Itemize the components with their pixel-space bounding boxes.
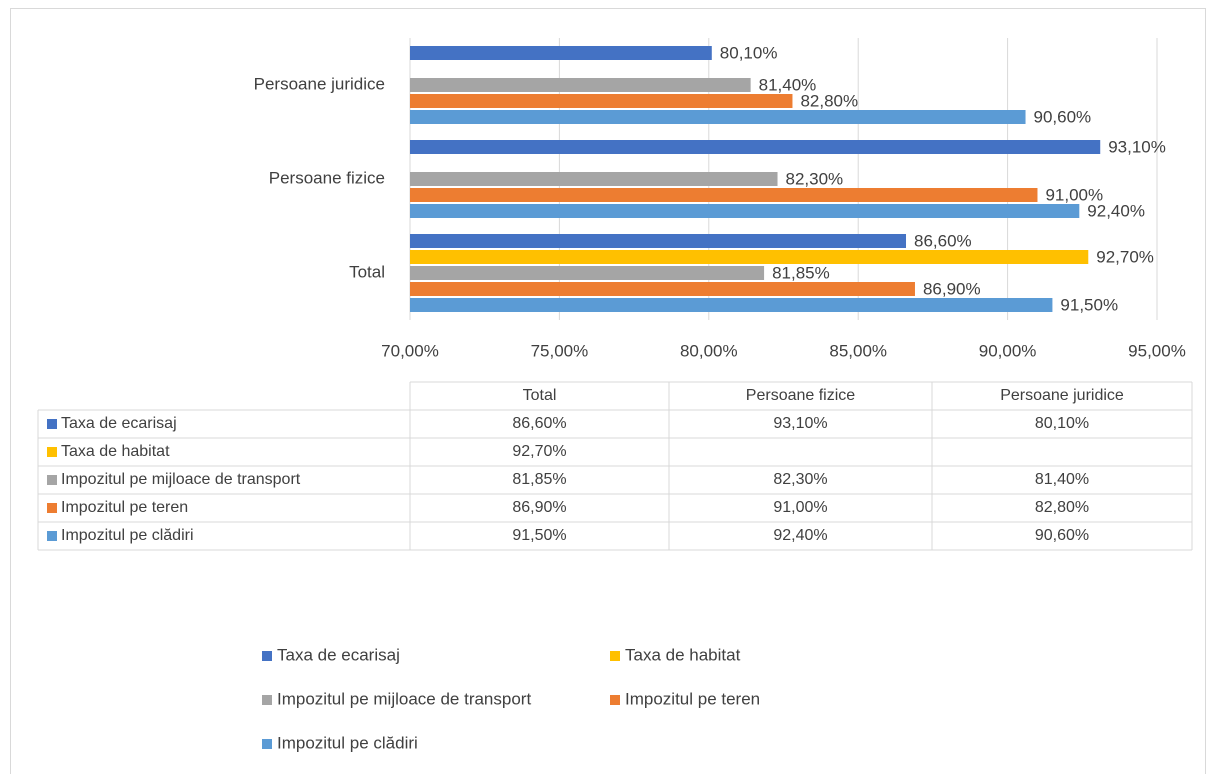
- bar: [410, 282, 915, 296]
- table-cell: 82,80%: [1035, 499, 1089, 516]
- value-label: 86,90%: [923, 279, 981, 298]
- table-row-label: Taxa de habitat: [61, 443, 170, 460]
- value-label: 80,10%: [720, 43, 778, 62]
- chart-frame: [10, 8, 1206, 774]
- y-tick-label: Persoane juridice: [254, 74, 385, 93]
- bar: [410, 298, 1053, 312]
- x-tick-label: 80,00%: [680, 341, 738, 360]
- bar: [410, 78, 751, 92]
- value-label: 92,40%: [1087, 201, 1145, 220]
- table-cell: 90,60%: [1035, 527, 1089, 544]
- table-cell: 80,10%: [1035, 415, 1089, 432]
- value-label: 81,40%: [759, 75, 817, 94]
- table-row-label: Impozitul pe mijloace de transport: [61, 471, 301, 488]
- legend-label: Impozitul pe mijloace de transport: [277, 689, 531, 708]
- table-cell: 92,70%: [512, 443, 566, 460]
- table-cell: 93,10%: [773, 415, 827, 432]
- bar: [410, 46, 712, 60]
- table-cell: 86,90%: [512, 499, 566, 516]
- bar: [410, 140, 1101, 154]
- table-legend-key: [47, 531, 57, 541]
- x-tick-label: 90,00%: [979, 341, 1037, 360]
- value-label: 82,30%: [786, 169, 844, 188]
- legend-key: [610, 695, 620, 705]
- value-label: 93,10%: [1108, 137, 1166, 156]
- bar: [410, 266, 765, 280]
- legend-label: Impozitul pe teren: [625, 689, 760, 708]
- legend-key: [262, 651, 272, 661]
- table-cell: 82,30%: [773, 471, 827, 488]
- table-row-label: Impozitul pe teren: [61, 499, 188, 516]
- y-tick-label: Persoane fizice: [269, 168, 385, 187]
- legend-key: [610, 651, 620, 661]
- bar: [410, 172, 778, 186]
- bar: [410, 110, 1026, 124]
- table-cell: 86,60%: [512, 415, 566, 432]
- bar: [410, 94, 793, 108]
- legend-label: Taxa de ecarisaj: [277, 645, 400, 664]
- value-label: 81,85%: [772, 263, 830, 282]
- table-header: Persoane fizice: [746, 387, 855, 404]
- table-legend-key: [47, 475, 57, 485]
- table-legend-key: [47, 419, 57, 429]
- table-legend-key: [47, 503, 57, 513]
- table-legend-key: [47, 447, 57, 457]
- table-cell: 81,40%: [1035, 471, 1089, 488]
- bar: [410, 204, 1080, 218]
- x-tick-label: 75,00%: [531, 341, 589, 360]
- legend-key: [262, 695, 272, 705]
- legend-key: [262, 739, 272, 749]
- table-row-label: Taxa de ecarisaj: [61, 415, 177, 432]
- table-cell: 92,40%: [773, 527, 827, 544]
- table-cell: 81,85%: [512, 471, 566, 488]
- bar: [410, 188, 1038, 202]
- value-label: 86,60%: [914, 231, 972, 250]
- legend-label: Taxa de habitat: [625, 645, 741, 664]
- value-label: 92,70%: [1096, 247, 1154, 266]
- bar: [410, 250, 1089, 264]
- y-tick-label: Total: [349, 262, 385, 281]
- value-label: 91,50%: [1060, 295, 1118, 314]
- table-row-label: Impozitul pe clădiri: [61, 527, 194, 544]
- table-cell: 91,00%: [773, 499, 827, 516]
- value-label: 82,80%: [800, 91, 858, 110]
- value-label: 91,00%: [1045, 185, 1103, 204]
- table-header: Total: [523, 387, 557, 404]
- x-tick-label: 70,00%: [381, 341, 439, 360]
- legend-label: Impozitul pe clădiri: [277, 733, 418, 752]
- bar: [410, 234, 907, 248]
- x-tick-label: 85,00%: [829, 341, 887, 360]
- table-header: Persoane juridice: [1000, 387, 1124, 404]
- x-tick-label: 95,00%: [1128, 341, 1186, 360]
- table-cell: 91,50%: [512, 527, 566, 544]
- value-label: 90,60%: [1034, 107, 1092, 126]
